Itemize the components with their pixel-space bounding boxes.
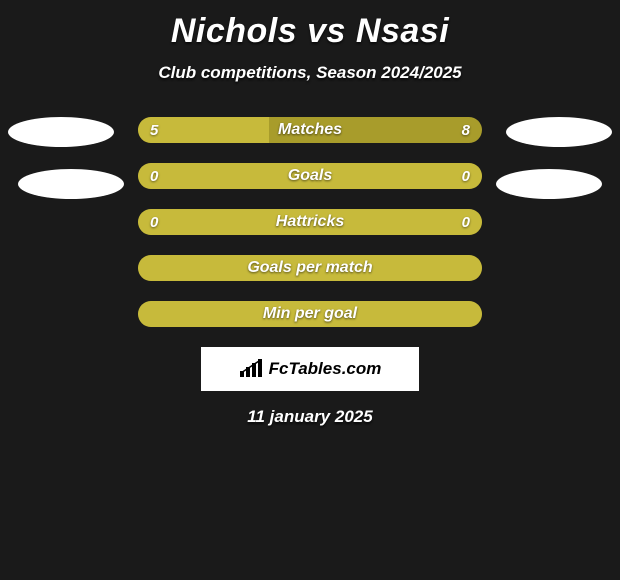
subtitle: Club competitions, Season 2024/2025 [0, 63, 620, 83]
stat-label: Min per goal [263, 305, 357, 323]
stat-value-right: 8 [462, 122, 470, 139]
avatar-placeholder-left-1 [8, 117, 114, 147]
logo-inner: FcTables.com [239, 359, 382, 379]
date-text: 11 january 2025 [0, 407, 620, 427]
stat-value-right: 0 [462, 214, 470, 231]
vs-text: vs [307, 12, 346, 50]
stat-row-matches: 5 Matches 8 [138, 117, 482, 143]
stat-value-right: 0 [462, 168, 470, 185]
player1-name: Nichols [171, 12, 297, 50]
stat-label: Matches [278, 121, 342, 139]
player2-name: Nsasi [356, 12, 449, 50]
stat-row-min-per-goal: Min per goal [138, 301, 482, 327]
stat-label: Goals per match [247, 259, 372, 277]
logo-text: FcTables.com [269, 359, 382, 379]
page-title: Nichols vs Nsasi [0, 8, 620, 51]
avatar-placeholder-left-2 [18, 169, 124, 199]
avatar-placeholder-right-1 [506, 117, 612, 147]
stat-row-goals: 0 Goals 0 [138, 163, 482, 189]
bars-icon [239, 359, 265, 379]
stat-rows: 5 Matches 8 0 Goals 0 0 Hattricks 0 Goal… [138, 117, 482, 327]
site-logo[interactable]: FcTables.com [201, 347, 419, 391]
stat-label: Hattricks [276, 213, 344, 231]
stat-row-hattricks: 0 Hattricks 0 [138, 209, 482, 235]
stat-row-goals-per-match: Goals per match [138, 255, 482, 281]
stats-comparison-widget: Nichols vs Nsasi Club competitions, Seas… [0, 0, 620, 427]
stat-label: Goals [288, 167, 332, 185]
stat-value-left: 5 [150, 122, 158, 139]
avatar-placeholder-right-2 [496, 169, 602, 199]
stat-value-left: 0 [150, 168, 158, 185]
stat-value-left: 0 [150, 214, 158, 231]
stats-area: 5 Matches 8 0 Goals 0 0 Hattricks 0 Goal… [0, 117, 620, 327]
